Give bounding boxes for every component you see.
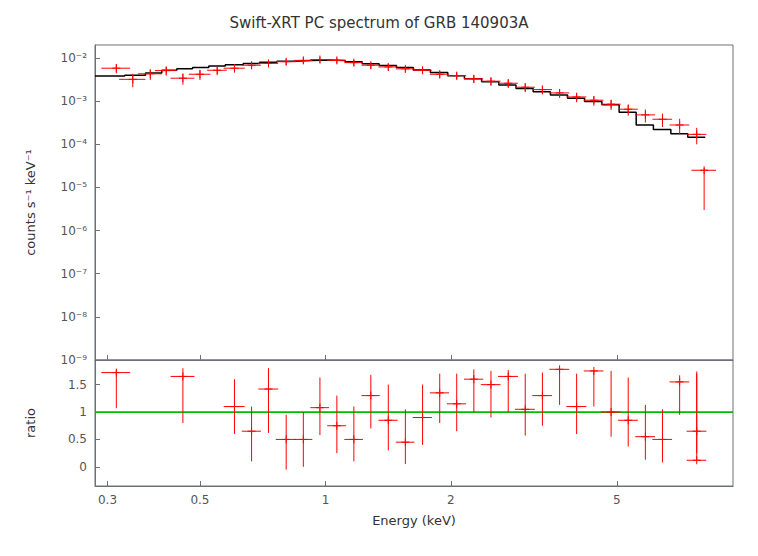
svg-text:10⁻⁸: 10⁻⁸: [61, 310, 88, 324]
svg-text:counts s⁻¹ keV⁻¹: counts s⁻¹ keV⁻¹: [23, 149, 38, 256]
svg-text:10⁻⁴: 10⁻⁴: [61, 137, 88, 151]
svg-text:10⁻⁶: 10⁻⁶: [61, 224, 88, 238]
svg-text:0.3: 0.3: [98, 493, 117, 507]
svg-text:5: 5: [613, 493, 621, 507]
svg-text:10⁻²: 10⁻²: [61, 51, 88, 65]
svg-text:1.5: 1.5: [68, 378, 87, 392]
svg-text:1: 1: [322, 493, 330, 507]
svg-text:10⁻⁹: 10⁻⁹: [61, 353, 88, 367]
svg-text:Energy (keV): Energy (keV): [372, 513, 456, 528]
svg-text:10⁻⁷: 10⁻⁷: [61, 267, 88, 281]
svg-text:Swift-XRT PC spectrum of GRB 1: Swift-XRT PC spectrum of GRB 140903A: [230, 14, 530, 32]
svg-text:2: 2: [447, 493, 455, 507]
svg-text:10⁻⁵: 10⁻⁵: [61, 180, 88, 194]
svg-text:0.5: 0.5: [68, 432, 87, 446]
svg-text:0.5: 0.5: [190, 493, 209, 507]
svg-text:1: 1: [79, 405, 87, 419]
svg-text:10⁻³: 10⁻³: [61, 94, 88, 108]
svg-text:0: 0: [79, 460, 87, 474]
svg-text:ratio: ratio: [23, 408, 38, 438]
